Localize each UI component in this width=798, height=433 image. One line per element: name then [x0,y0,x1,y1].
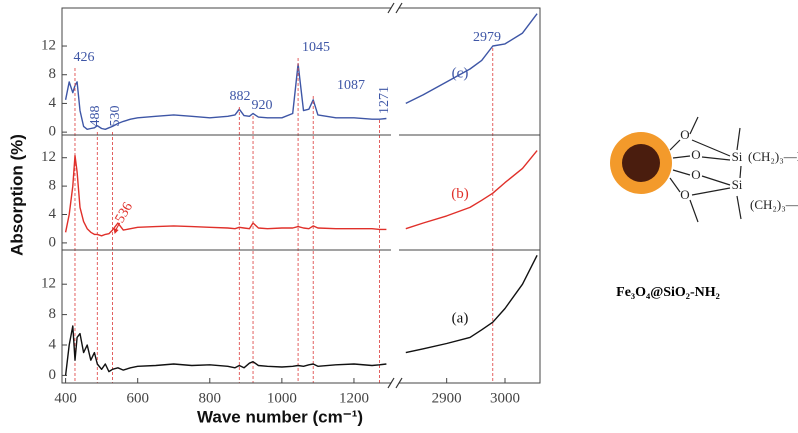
peak-arrowhead [113,228,119,234]
oxygen-label: O [680,127,689,142]
x-axis-label: Wave number (cm⁻¹) [197,407,363,426]
x-tick-label: 2900 [432,390,462,406]
y-tick-label: 12 [41,276,56,292]
silicon-label: Si [732,177,743,192]
spectrum-line [64,63,387,130]
x-tick-label: 400 [54,390,77,406]
axis-break-mark [387,377,395,389]
y-tick-label: 8 [49,306,57,322]
axis-break-gap [391,248,399,252]
magnetite-core [622,144,660,182]
series-label: (c) [452,65,469,81]
oxygen-label: O [691,167,700,182]
x-tick-label: 600 [126,390,149,406]
peak-label: 1045 [302,40,330,55]
spectrum-line [405,150,538,230]
peak-label: 536 [113,200,136,226]
diagram-caption: Fe₃O₄@SiO₂-NH₂ [616,285,720,300]
spectrum-line [405,13,538,105]
y-axis-label: Absorption (%) [7,134,26,256]
y-tick-label: 8 [49,66,57,82]
peak-label: 882 [230,89,251,104]
oxygen-label: O [691,147,700,162]
spectrum-line [64,154,387,237]
series-label: (b) [451,186,469,202]
axis-break-gap [391,133,399,137]
peak-label: 920 [252,98,273,113]
axis-break-gap [391,6,399,10]
y-tick-label: 4 [49,206,57,222]
y-tick-label: 4 [49,336,57,352]
x-tick-label: 800 [199,390,222,406]
peak-label: 530 [108,106,123,127]
molecule-diagram: O O O O Si Si (CH₂)₃—NH₂ (CH₂)₃—NH₂ Fe₃O… [610,116,798,300]
x-tick-label: 1000 [267,390,297,406]
panel-frame [61,249,541,384]
axis-break-mark [395,377,403,389]
axis-break-mark [387,2,395,14]
spectrum-line [64,325,387,376]
peak-label: 1087 [337,78,365,93]
axis-break-mark [395,2,403,14]
axis-break-gap [391,381,399,385]
silicon-label: Si [732,149,743,164]
y-tick-label: 0 [49,124,57,140]
y-tick-label: 12 [41,37,56,53]
y-tick-label: 4 [49,95,57,111]
peak-label: 2979 [473,30,501,45]
y-tick-label: 0 [49,234,57,250]
series-label: (a) [452,311,469,327]
x-tick-label: 3000 [490,390,520,406]
chain-label: (CH₂)₃—NH₂ [750,197,798,212]
oxygen-label: O [680,187,689,202]
y-tick-label: 8 [49,178,57,194]
chain-label: (CH₂)₃—NH₂ [748,149,798,164]
bonds [669,116,742,223]
spectrum-line [405,254,538,354]
x-tick-label: 1200 [339,390,369,406]
peak-label: 1271 [377,86,392,114]
y-tick-label: 0 [49,367,57,383]
y-tick-label: 12 [41,149,56,165]
peak-label: 426 [74,50,95,65]
peak-label: 488 [88,106,103,127]
